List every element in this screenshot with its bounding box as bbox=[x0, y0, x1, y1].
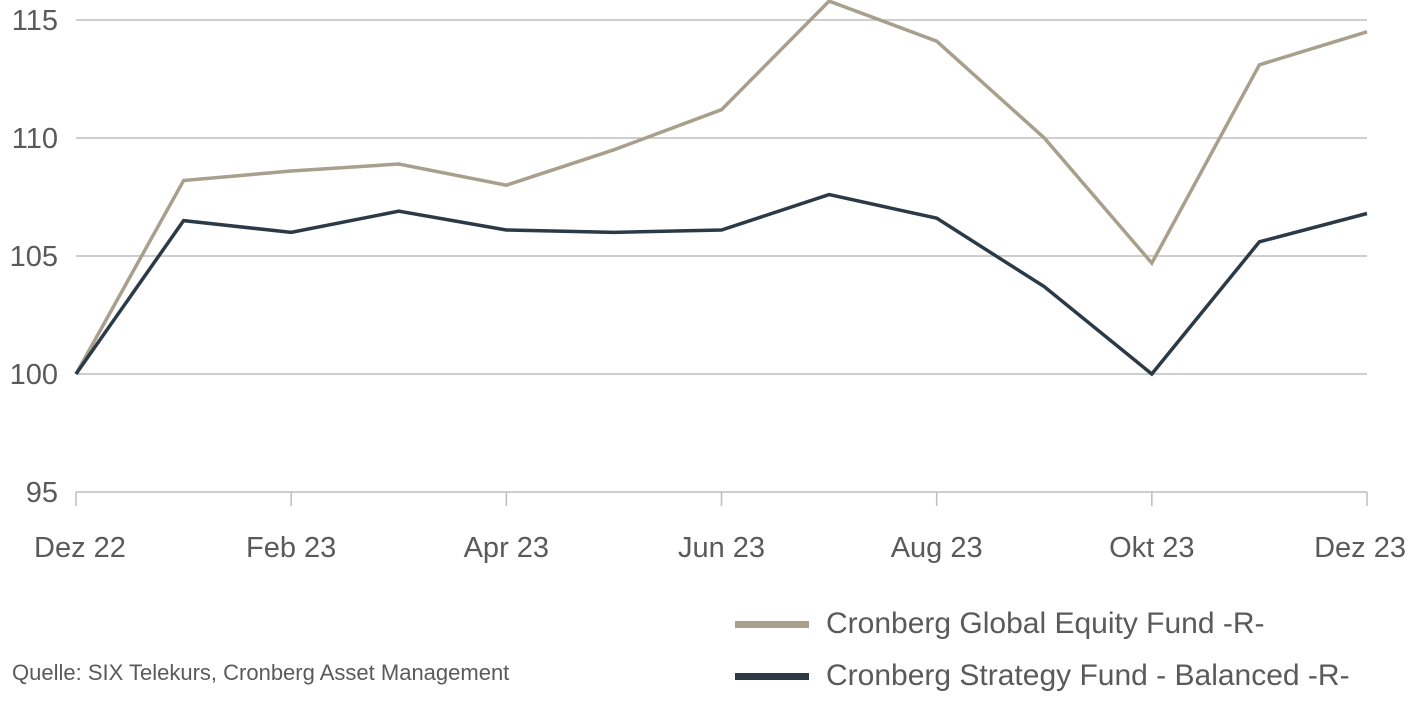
legend-item-balanced: Cronberg Strategy Fund - Balanced -R- bbox=[735, 650, 1350, 702]
x-tick-label-10: Okt 23 bbox=[1109, 532, 1194, 564]
x-tick-label-12: Dez 23 bbox=[1314, 532, 1406, 564]
y-tick-label-115: 115 bbox=[12, 5, 58, 37]
series-line-0 bbox=[74, 0, 1368, 375]
y-tick-labels: 95 100 105 110 115 bbox=[10, 5, 58, 509]
legend-label-equity: Cronberg Global Equity Fund -R- bbox=[826, 607, 1265, 640]
y-tick-label-105: 105 bbox=[10, 241, 58, 273]
x-tick-label-0: Dez 22 bbox=[34, 532, 126, 564]
x-tick-labels: Dez 22 Feb 23 Apr 23 Jun 23 Aug 23 Okt 23 Dez … bbox=[34, 532, 1406, 564]
legend-label-balanced: Cronberg Strategy Fund - Balanced -R- bbox=[826, 659, 1350, 692]
x-tick-label-2: Feb 23 bbox=[246, 532, 336, 564]
y-tick-label-95: 95 bbox=[26, 477, 58, 509]
x-tick-label-8: Aug 23 bbox=[891, 532, 983, 564]
y-tick-label-100: 100 bbox=[10, 359, 58, 391]
series-line-1 bbox=[74, 192, 1368, 377]
x-tick-label-4: Apr 23 bbox=[464, 532, 549, 564]
legend-swatch-equity bbox=[735, 620, 809, 628]
x-axis bbox=[75, 491, 1368, 506]
y-tick-label-110: 110 bbox=[12, 123, 58, 155]
x-tick-label-6: Jun 23 bbox=[678, 532, 765, 564]
legend-swatch-balanced bbox=[735, 672, 809, 680]
series-lines bbox=[74, 0, 1368, 377]
source-note: Quelle: SIX Telekurs, Cronberg Asset Man… bbox=[12, 660, 510, 685]
legend: Cronberg Global Equity Fund -R- Cronberg… bbox=[735, 598, 1350, 702]
gridlines bbox=[76, 19, 1367, 375]
legend-item-equity: Cronberg Global Equity Fund -R- bbox=[735, 598, 1350, 650]
